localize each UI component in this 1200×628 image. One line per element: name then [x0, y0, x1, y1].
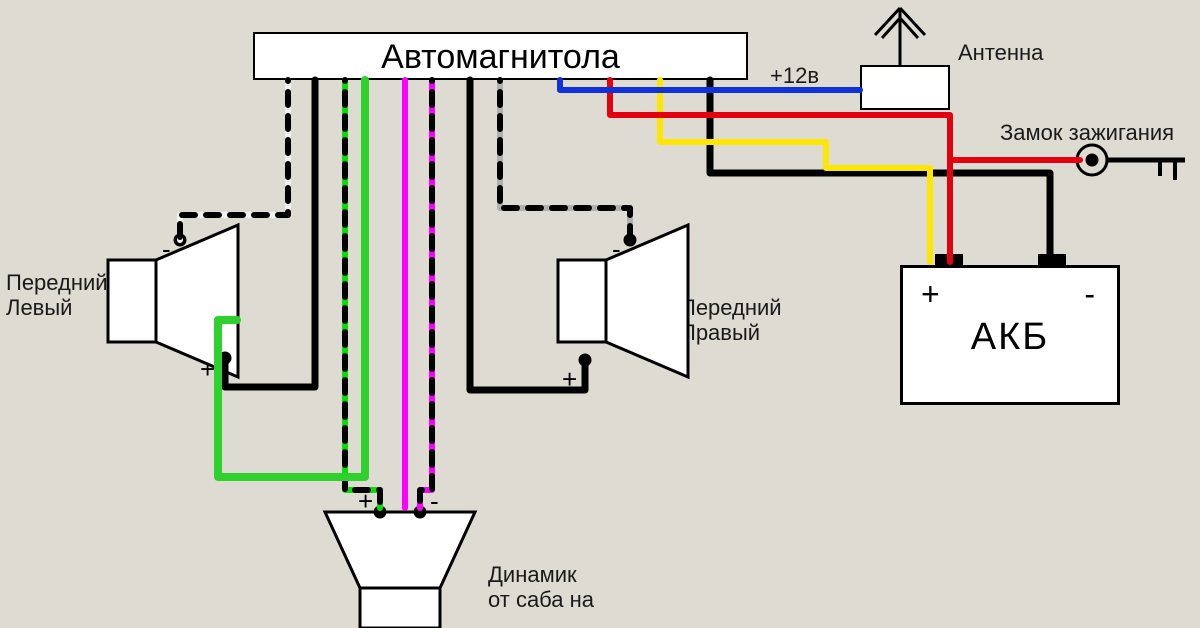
ignition-key-icon [1077, 145, 1185, 180]
wiring-svg: - + - + + - [0, 0, 1200, 628]
svg-text:+: + [200, 354, 215, 384]
speaker-front-right-icon: - + [558, 225, 688, 394]
speaker-sub-icon: + - [325, 486, 475, 628]
svg-text:-: - [162, 234, 171, 264]
antenna-icon [875, 8, 925, 65]
svg-text:-: - [612, 234, 621, 264]
